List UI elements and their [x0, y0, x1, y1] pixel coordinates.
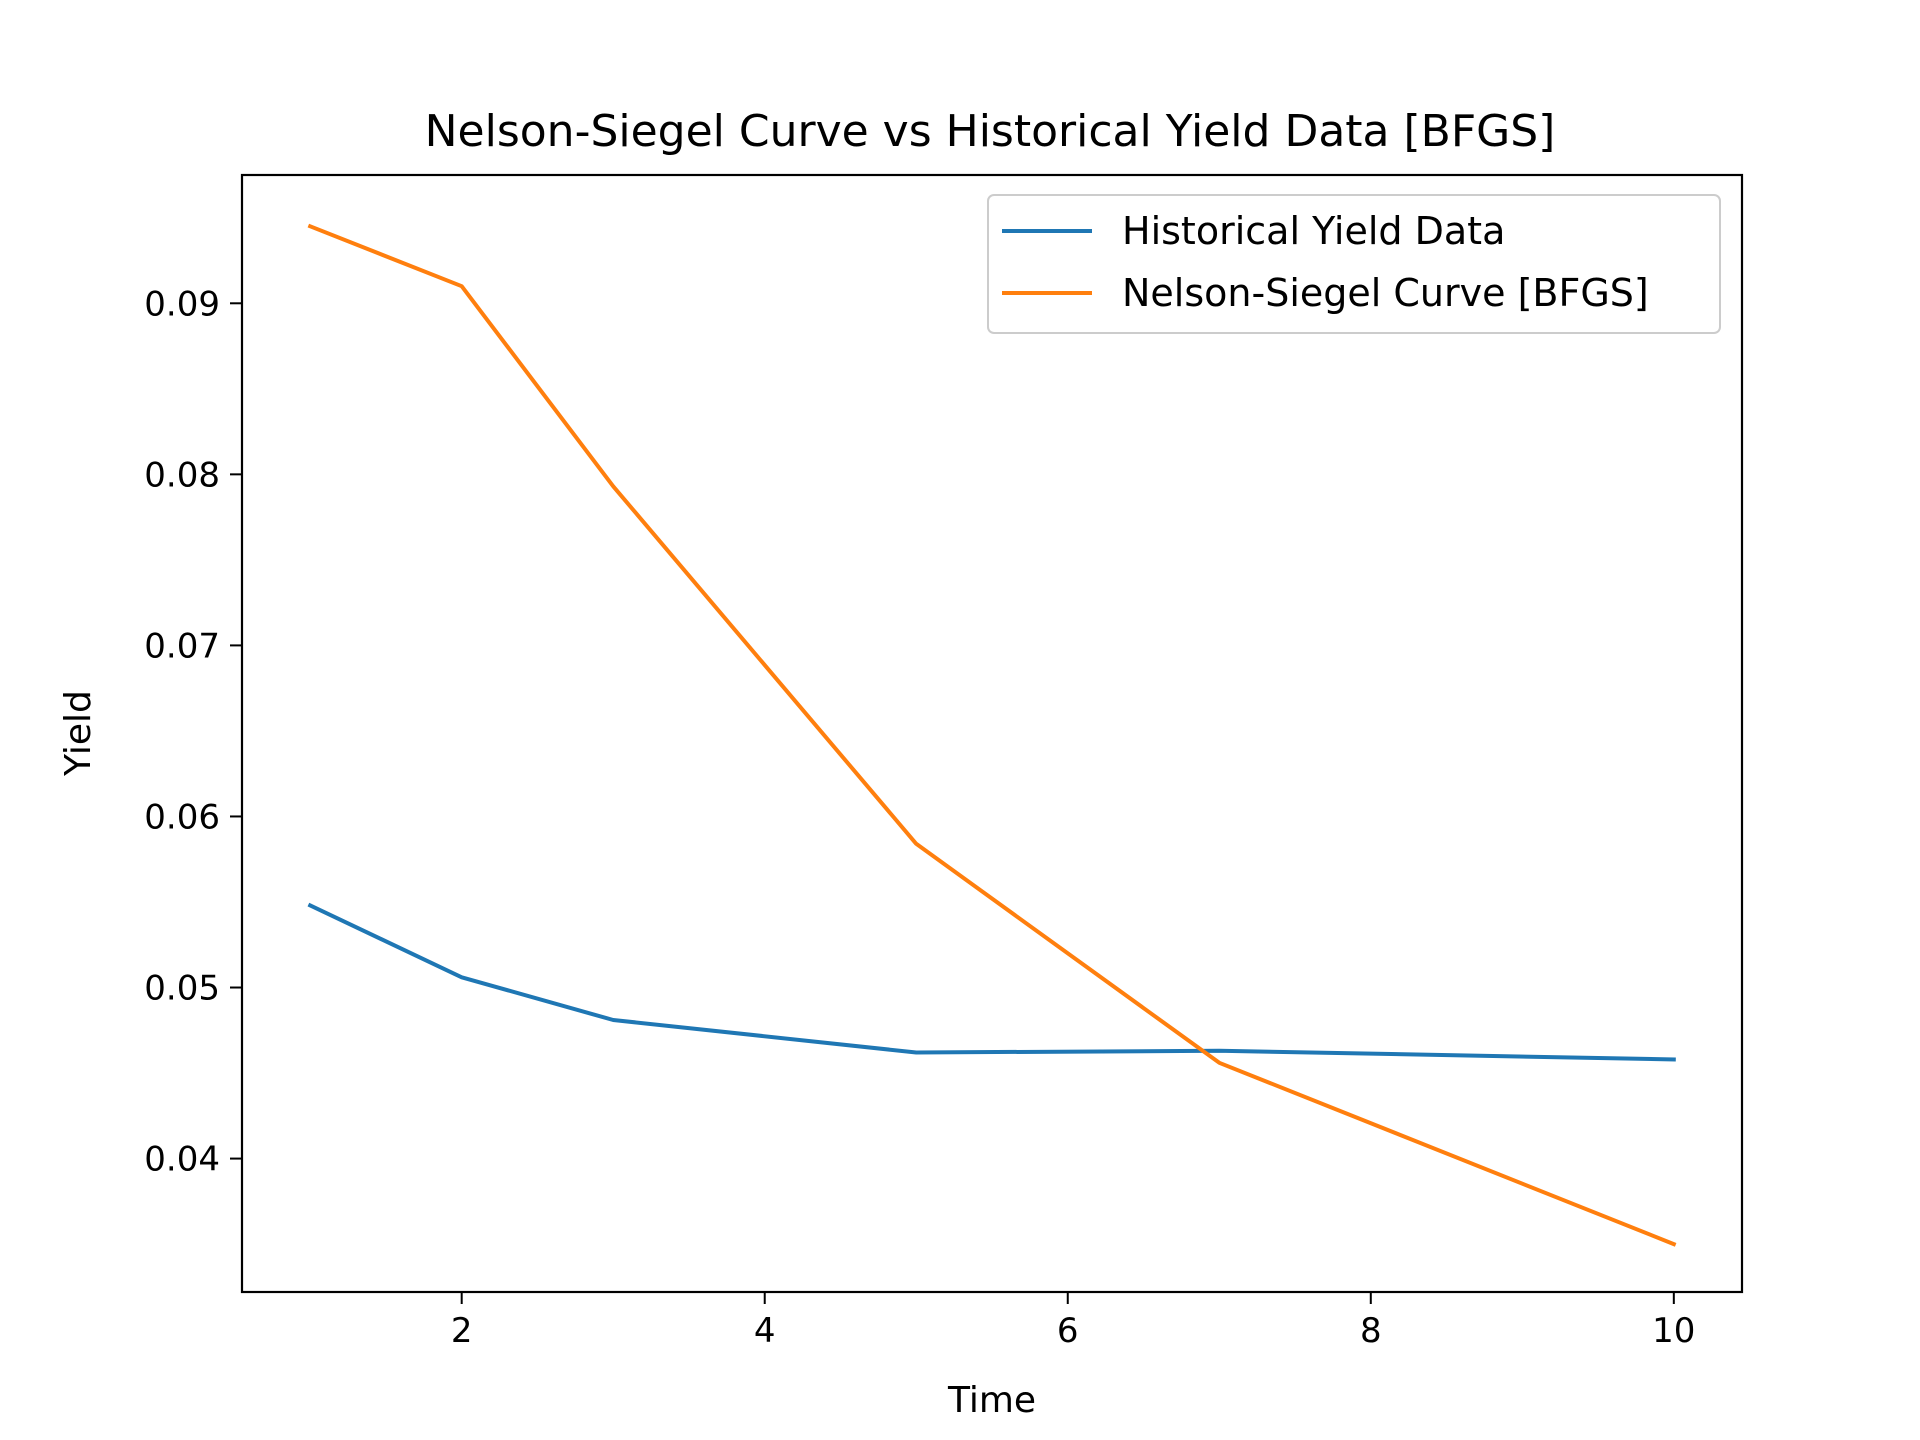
plot-frame	[240, 173, 1744, 1294]
y-axis: 0.04 0.05 0.06 0.07 0.08 0.09	[144, 284, 242, 1180]
series-line-0	[307, 902, 1676, 1062]
legend-label-historical: Historical Yield Data	[1122, 209, 1505, 253]
y-tick-label-3: 0.07	[144, 626, 220, 666]
x-tick-label-1: 4	[754, 1311, 776, 1351]
legend: Historical Yield Data Nelson-Siegel Curv…	[987, 194, 1721, 334]
y-tick-label-1: 0.05	[144, 969, 220, 1009]
legend-box	[987, 194, 1721, 334]
y-tick-label-0: 0.04	[144, 1140, 220, 1180]
plot-lines	[307, 223, 1677, 1247]
y-tick-label-5: 0.09	[144, 284, 220, 324]
series-line-1	[307, 223, 1677, 1247]
y-tick-label-4: 0.08	[144, 455, 220, 495]
x-tick-label-0: 2	[451, 1311, 473, 1351]
x-axis: 2 4 6 8 10	[451, 1292, 1695, 1351]
y-axis-label: Yield	[58, 690, 99, 777]
chart-title: Nelson-Siegel Curve vs Historical Yield …	[425, 106, 1556, 157]
x-tick-label-4: 10	[1652, 1311, 1695, 1351]
x-axis-label: Time	[947, 1380, 1036, 1421]
x-tick-label-2: 6	[1057, 1311, 1079, 1351]
legend-label-nelson-siegel: Nelson-Siegel Curve [BFGS]	[1122, 271, 1649, 315]
y-tick-label-2: 0.06	[144, 797, 220, 837]
x-tick-label-3: 8	[1360, 1311, 1382, 1351]
